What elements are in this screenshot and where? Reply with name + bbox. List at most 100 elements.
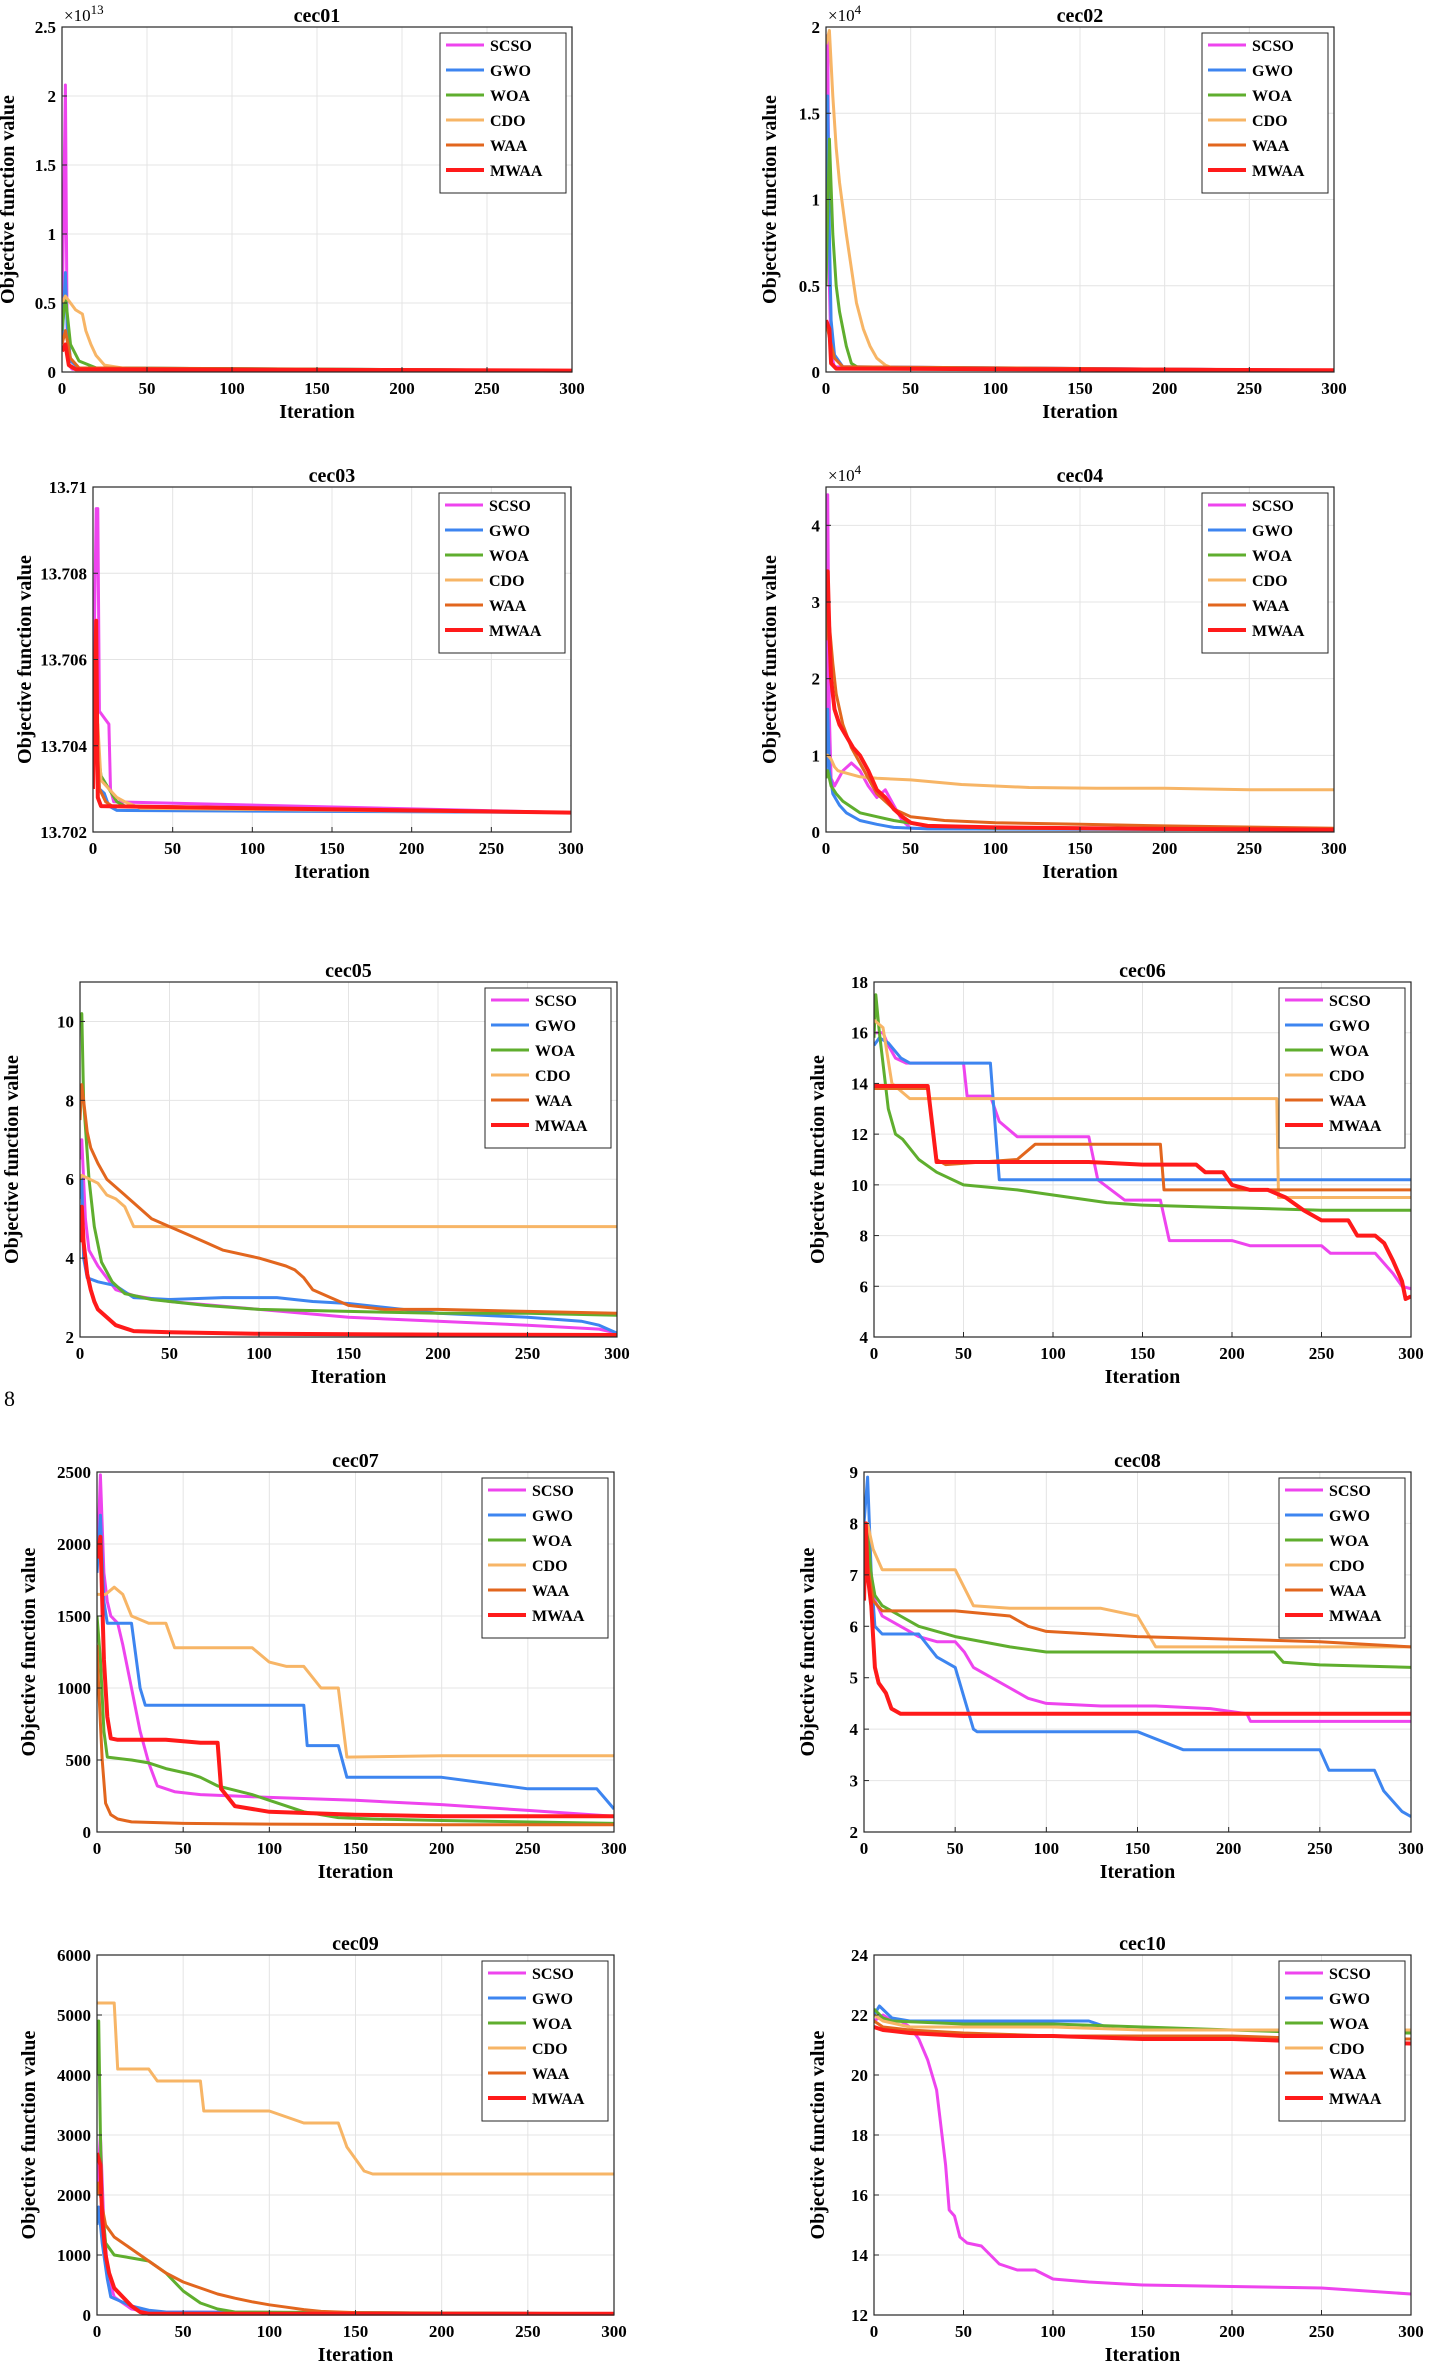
y-tick-label: 500 bbox=[66, 1751, 92, 1770]
legend-label-mwaa: MWAA bbox=[1252, 623, 1305, 640]
legend-label-scso: SCSO bbox=[1252, 38, 1294, 55]
legend-label-scso: SCSO bbox=[1329, 1483, 1371, 1500]
legend-label-scso: SCSO bbox=[489, 498, 531, 515]
legend-label-cdo: CDO bbox=[532, 1558, 568, 1575]
legend-label-scso: SCSO bbox=[535, 993, 577, 1010]
x-tick-label: 200 bbox=[429, 1839, 455, 1858]
series-line-cdo bbox=[826, 753, 1334, 792]
x-tick-label: 100 bbox=[983, 839, 1009, 858]
series-line-mwaa bbox=[62, 342, 572, 373]
x-tick-label: 300 bbox=[1398, 1344, 1424, 1363]
x-tick-label: 50 bbox=[175, 1839, 192, 1858]
y-tick-label: 13.706 bbox=[40, 651, 87, 670]
chart-cec08: 0 50 100 150 200 250 300 2 3 4 5 6 7 8 9 cec08 Iteration… bbox=[797, 1450, 1424, 1883]
x-tick-label: 250 bbox=[1237, 839, 1263, 858]
y-tick-label: 2 bbox=[812, 18, 821, 37]
y-tick-label: 2.5 bbox=[35, 18, 56, 37]
chart-cec09: 0 50 100 150 200 250 3000100020003000400050006… bbox=[18, 1933, 627, 2366]
x-tick-label: 300 bbox=[1398, 2322, 1424, 2341]
legend-label-waa: WAA bbox=[490, 138, 528, 155]
x-tick-label: 300 bbox=[559, 379, 585, 398]
legend-box bbox=[1201, 32, 1329, 194]
series-group bbox=[93, 507, 571, 815]
x-axis-label: Iteration bbox=[1042, 401, 1118, 423]
y-tick-label: 12 bbox=[851, 1125, 868, 1144]
legend-label-scso: SCSO bbox=[532, 1966, 574, 1983]
chart-cec06: 0 50 100 150 200 250 300 4 6 8 10 12 14 16 18 cec06 Iter… bbox=[807, 960, 1424, 1388]
chart-cec07: 0 50 100 150 200 250 300 0 500 1000 1500 2000 2500 ce… bbox=[18, 1450, 627, 1883]
x-tick-label: 150 bbox=[1125, 1839, 1151, 1858]
series-line-mwaa bbox=[826, 319, 1334, 373]
y-tick-label: 16 bbox=[851, 2186, 868, 2205]
y-tick-label: 4 bbox=[66, 1249, 75, 1268]
chart-title: cec04 bbox=[1057, 465, 1104, 487]
y-tick-label: 8 bbox=[66, 1091, 75, 1110]
y-tick-label: 2 bbox=[48, 87, 57, 106]
y-axis-label: Objective function value bbox=[1, 1055, 23, 1264]
series-line-scso bbox=[874, 1031, 1411, 1291]
series-line-woa bbox=[874, 993, 1411, 1212]
x-tick-label: 300 bbox=[604, 1344, 630, 1363]
x-tick-label: 200 bbox=[1219, 1344, 1245, 1363]
y-tick-label: 7 bbox=[850, 1566, 859, 1585]
y-tick-label: 1 bbox=[812, 746, 821, 765]
series-line-gwo bbox=[97, 2205, 614, 2316]
series-group bbox=[62, 83, 572, 373]
x-tick-label: 100 bbox=[246, 1344, 272, 1363]
legend: SCSO GWO WOA CDO WAA MWAA bbox=[439, 32, 567, 194]
series-group bbox=[874, 993, 1411, 1301]
y-tick-label: 5000 bbox=[57, 2006, 91, 2025]
series-line-cdo bbox=[97, 1585, 614, 1759]
x-axis-label: Iteration bbox=[1042, 861, 1118, 883]
y-tick-label: 1 bbox=[48, 225, 57, 244]
legend-label-scso: SCSO bbox=[1252, 498, 1294, 515]
x-tick-label: 100 bbox=[1040, 1344, 1066, 1363]
legend-label-woa: WOA bbox=[490, 88, 530, 105]
y-tick-label: 13.708 bbox=[40, 564, 87, 583]
x-tick-label: 50 bbox=[947, 1839, 964, 1858]
legend-label-scso: SCSO bbox=[1329, 1966, 1371, 1983]
legend-label-gwo: GWO bbox=[532, 1508, 573, 1525]
x-tick-label: 100 bbox=[240, 839, 266, 858]
y-tick-label: 2500 bbox=[57, 1463, 91, 1482]
y-tick-label: 2 bbox=[66, 1328, 75, 1347]
series-group bbox=[864, 1475, 1411, 1818]
x-tick-label: 300 bbox=[1398, 1839, 1424, 1858]
x-axis-label: Iteration bbox=[1105, 2344, 1181, 2366]
legend-label-mwaa: MWAA bbox=[1329, 1608, 1382, 1625]
x-tick-label: 50 bbox=[161, 1344, 178, 1363]
chart-title: cec05 bbox=[325, 960, 372, 982]
legend-label-waa: WAA bbox=[1252, 598, 1290, 615]
series-line-cdo bbox=[874, 1018, 1411, 1199]
x-tick-label: 50 bbox=[139, 379, 156, 398]
x-tick-label: 250 bbox=[515, 1839, 541, 1858]
legend-label-gwo: GWO bbox=[532, 1991, 573, 2008]
y-tick-label: 13.704 bbox=[40, 737, 87, 756]
series-line-waa bbox=[80, 1083, 617, 1315]
y-axis-label: Objective function value bbox=[0, 95, 19, 304]
legend: SCSO GWO WOA CDO WAA MWAA bbox=[1278, 987, 1406, 1149]
x-tick-label: 100 bbox=[219, 379, 245, 398]
series-line-mwaa bbox=[97, 1534, 614, 1819]
legend: SCSO GWO WOA CDO WAA MWAA bbox=[1278, 1477, 1406, 1639]
x-tick-label: 100 bbox=[257, 1839, 283, 1858]
chart-title: cec03 bbox=[309, 465, 356, 487]
legend-box bbox=[1201, 492, 1329, 654]
y-tick-label: 13.702 bbox=[40, 823, 87, 842]
y-tick-label: 4 bbox=[850, 1720, 859, 1739]
y-tick-label: 1500 bbox=[57, 1607, 91, 1626]
series-line-gwo bbox=[826, 707, 1334, 832]
legend-label-waa: WAA bbox=[1252, 138, 1290, 155]
series-line-gwo bbox=[864, 1475, 1411, 1818]
x-tick-label: 200 bbox=[1216, 1839, 1242, 1858]
stray-figure-label: 8 bbox=[4, 1386, 15, 1411]
y-axis-label: Objective function value bbox=[807, 2030, 829, 2239]
x-tick-label: 0 bbox=[93, 2322, 102, 2341]
x-tick-label: 150 bbox=[343, 1839, 369, 1858]
x-tick-label: 200 bbox=[399, 839, 425, 858]
x-tick-label: 50 bbox=[175, 2322, 192, 2341]
legend-label-mwaa: MWAA bbox=[1329, 2091, 1382, 2108]
legend: SCSO GWO WOA CDO WAA MWAA bbox=[1201, 492, 1329, 654]
x-tick-label: 0 bbox=[58, 379, 67, 398]
series-group bbox=[80, 1012, 617, 1337]
